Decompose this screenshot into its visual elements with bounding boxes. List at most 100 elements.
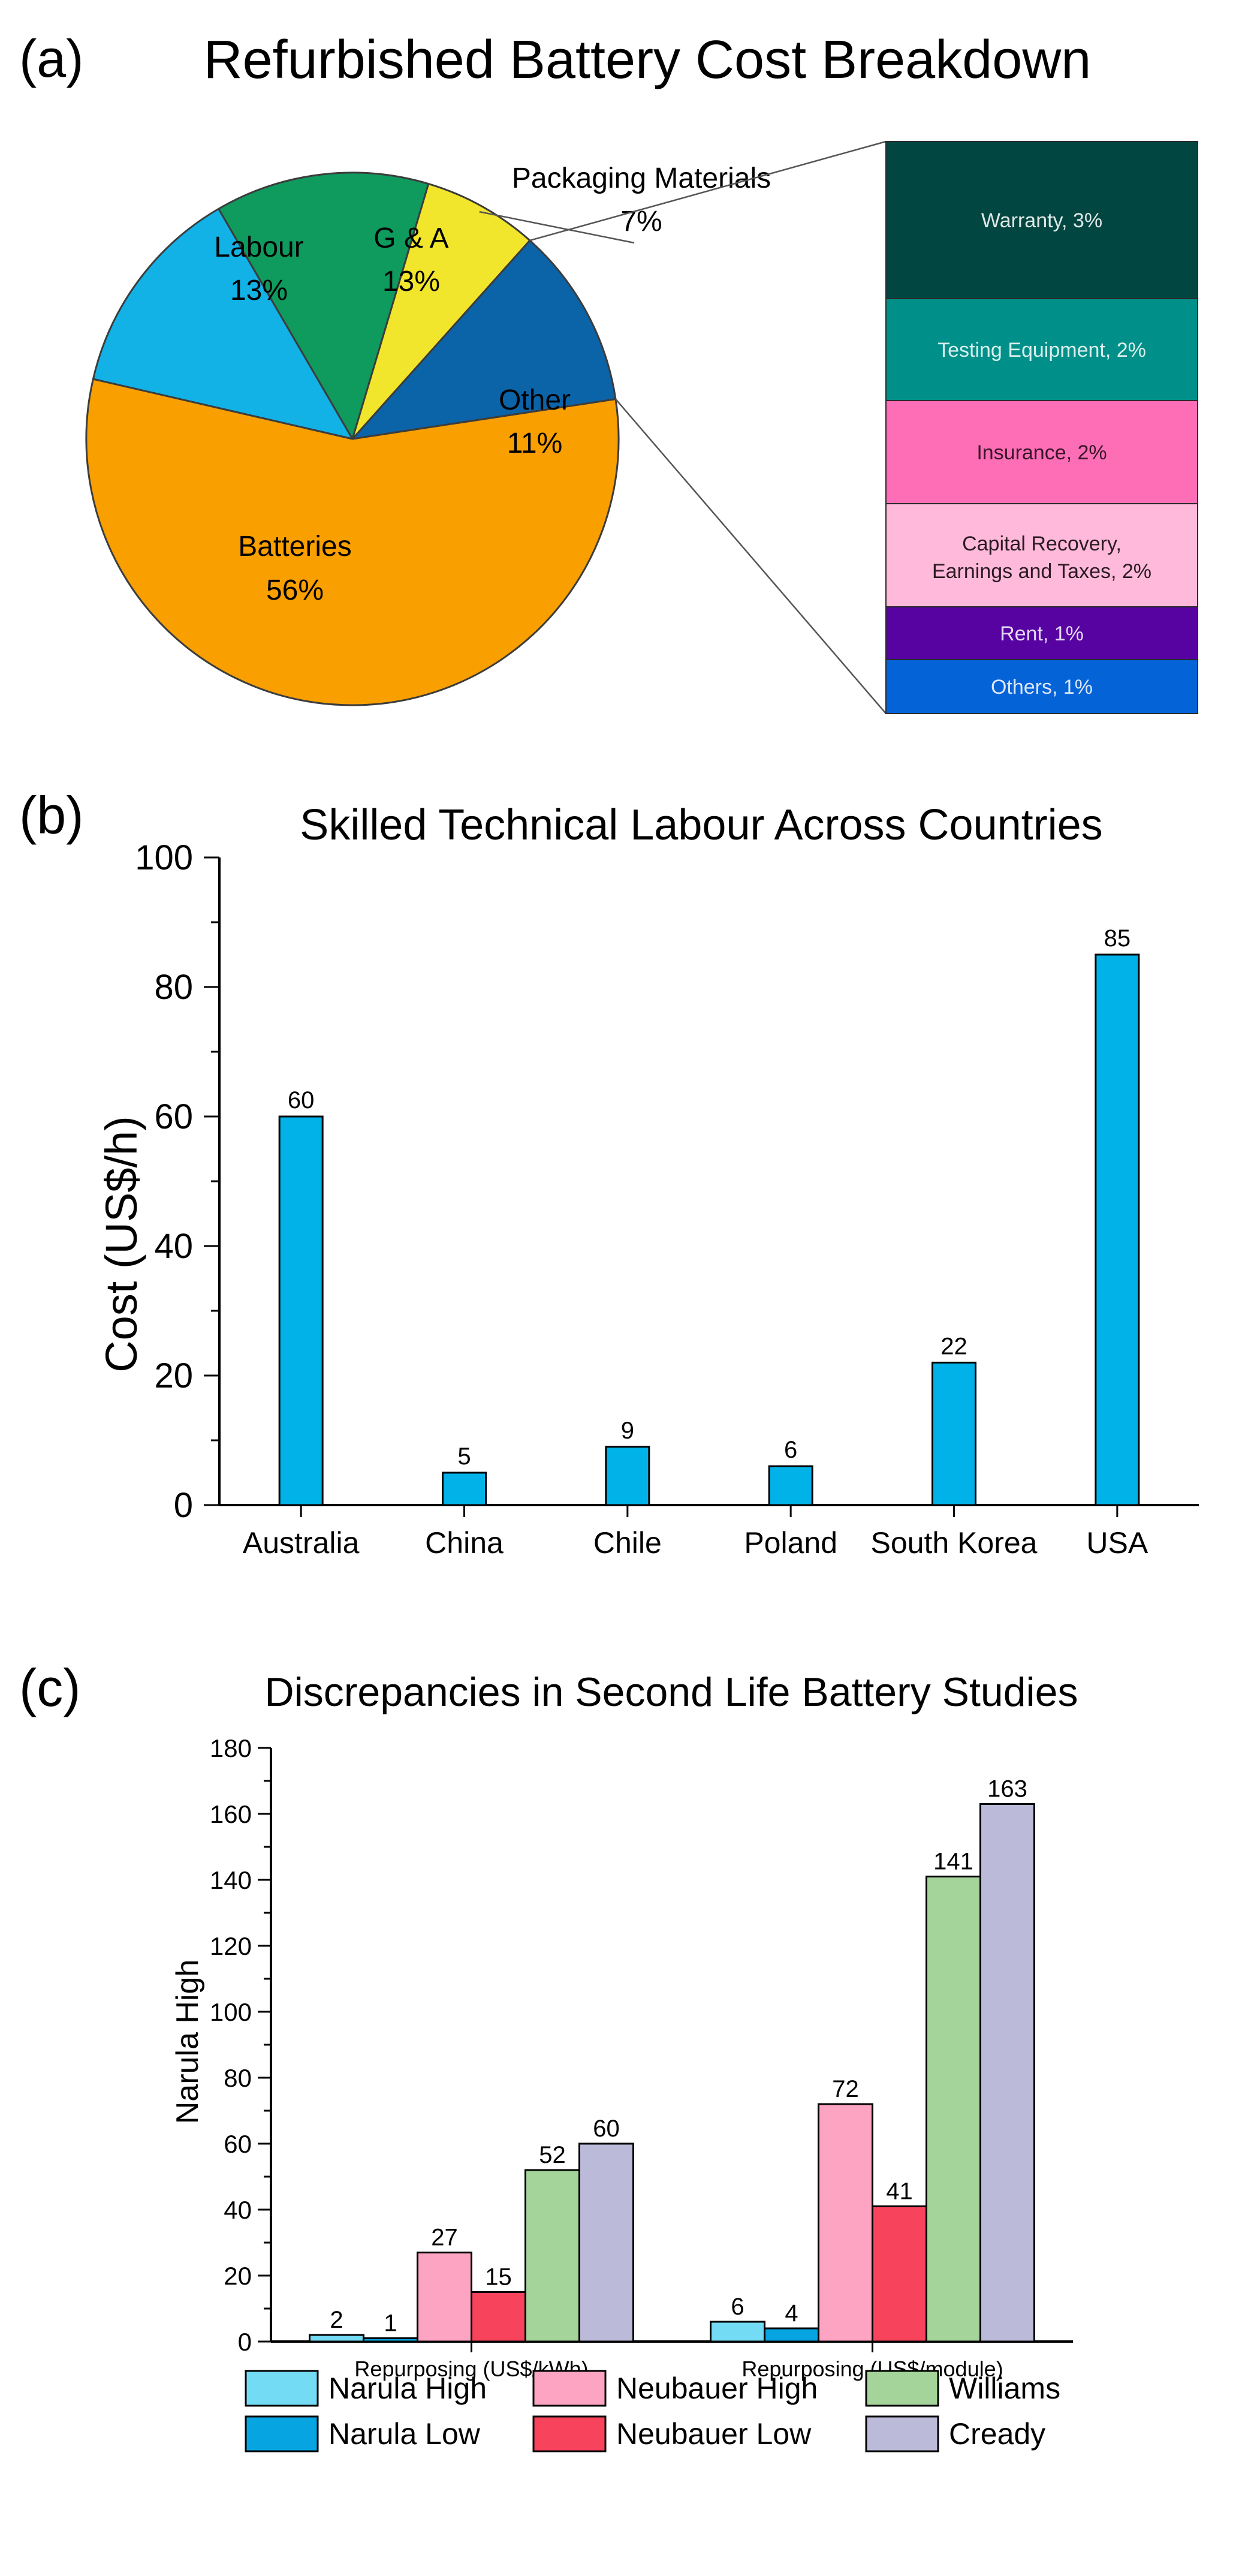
y-tick-label-c: 120 — [210, 1932, 252, 1960]
bar-value-label-williams-repurposing-us-module: 141 — [933, 1849, 973, 1875]
y-tick-label-c: 180 — [210, 1734, 252, 1762]
legend-swatch-cready — [865, 2415, 939, 2452]
panel-label-a: (a) — [19, 29, 84, 88]
pie-label-labour: Labour — [214, 231, 303, 263]
pie-value-labour: 13% — [230, 275, 288, 306]
bar-chile — [605, 1446, 650, 1506]
connector-line-top — [529, 140, 887, 242]
y-tick-label-c: 40 — [224, 2196, 252, 2224]
pie-label-batteries: Batteries — [238, 531, 351, 562]
y-tick-label-c: 0 — [238, 2328, 252, 2356]
bar-neubauer-low-repurposing-us-kwh — [471, 2291, 526, 2343]
panel-c-grouped-bar-chart: (c) Discrepancies in Second Life Battery… — [19, 1658, 1078, 2452]
bar-value-label-narula-high-repurposing-us-module: 6 — [731, 2294, 744, 2320]
panel-a-pie-chart: (a) Refurbished Battery Cost Breakdown L… — [19, 29, 1198, 714]
legend-swatch-narula-low — [245, 2415, 319, 2452]
legend-swatch-williams — [865, 2370, 939, 2407]
y-tick-label-c: 60 — [224, 2130, 252, 2158]
bars-b: 60 5 9 6 22 85 — [278, 925, 1140, 1506]
pie-value-g-a: 13% — [382, 266, 440, 297]
legend-label-cready: Cready — [949, 2417, 1045, 2451]
bar-value-label-south-korea: 22 — [940, 1333, 967, 1359]
bar-value-label-china: 5 — [457, 1443, 471, 1470]
x-tick-label-china: China — [425, 1526, 504, 1560]
bar-value-label-narula-low-repurposing-us-module: 4 — [785, 2300, 798, 2327]
pie-callouts — [479, 210, 635, 244]
legend-swatch-narula-high — [245, 2370, 319, 2407]
bar-williams-repurposing-us-module — [926, 1876, 981, 2343]
x-tick-label-chile: Chile — [593, 1526, 662, 1560]
legend-label-williams: Williams — [949, 2372, 1060, 2405]
bar-narula-low-repurposing-us-kwh — [363, 2337, 418, 2343]
y-tick-label-c: 100 — [210, 1998, 252, 2026]
bar-value-label-neubauer-high-repurposing-us-module: 72 — [832, 2076, 859, 2102]
breakdown-label-capital-recovery-earnings-and-taxes-2: Capital Recovery, Earnings and Taxes, 2% — [932, 532, 1151, 583]
bar-neubauer-high-repurposing-us-module — [818, 2103, 873, 2343]
bars-c: 2 1 27 15 52 60 6 4 72 41 141 163 — [309, 1776, 1035, 2343]
y-axis-label-c: Narula High — [170, 1960, 205, 2124]
chart-title-c: Discrepancies in Second Life Battery Stu… — [265, 1669, 1078, 1715]
bar-neubauer-low-repurposing-us-module — [872, 2205, 927, 2343]
pie-slice-other — [351, 239, 617, 440]
bar-value-label-narula-low-repurposing-us-kwh: 1 — [384, 2310, 397, 2337]
y-tick-label-c: 80 — [224, 2064, 252, 2092]
bar-value-label-narula-high-repurposing-us-kwh: 2 — [330, 2307, 343, 2333]
breakdown-segment-testing-equipment-2 — [885, 298, 1198, 401]
bar-south-korea — [932, 1361, 976, 1506]
y-axis-label-b: Cost (US$/h) — [97, 1116, 146, 1373]
bar-poland — [768, 1465, 813, 1506]
bar-value-label-australia: 60 — [288, 1087, 315, 1114]
pie-slice-g-a — [218, 171, 430, 440]
breakdown-connectors — [529, 140, 887, 714]
bar-value-label-usa: 85 — [1104, 925, 1131, 952]
y-tick-label-c: 160 — [210, 1800, 252, 1828]
panel-label-c: (c) — [19, 1658, 81, 1717]
breakdown-label-rent-1: Rent, 1% — [1000, 622, 1084, 645]
legend-swatch-neubauer-high — [532, 2370, 607, 2407]
legend-c: Narula High Narula Low Neubauer High Neubau… — [245, 2370, 1060, 2452]
y-tick-label-b: 0 — [174, 1486, 193, 1525]
x-tick-label-poland: Poland — [744, 1526, 837, 1560]
pie-slice-batteries — [85, 378, 620, 706]
pie-labels: Labour 13% G & A 13% Packaging Materials 7% Ot… — [214, 162, 771, 606]
bar-value-label-cready-repurposing-us-module: 163 — [987, 1776, 1027, 1802]
breakdown-label-others-1: Others, 1% — [991, 676, 1093, 699]
legend-label-neubauer-high: Neubauer High — [616, 2372, 818, 2405]
bar-cready-repurposing-us-module — [979, 1803, 1035, 2343]
pie-slices — [85, 171, 620, 706]
panel-label-b: (b) — [19, 786, 84, 845]
y-tick-label-b: 20 — [154, 1356, 193, 1395]
breakdown-label-testing-equipment-2: Testing Equipment, 2% — [937, 339, 1146, 362]
y-tick-label-c: 140 — [210, 1866, 252, 1894]
y-tick-label-b: 60 — [154, 1097, 193, 1136]
x-tick-label-south-korea: South Korea — [871, 1526, 1038, 1560]
pie-value-packaging-materials: 7% — [620, 206, 662, 237]
breakdown-label-warranty-3: Warranty, 3% — [981, 209, 1102, 232]
legend-label-narula-high: Narula High — [328, 2372, 487, 2405]
bar-value-label-williams-repurposing-us-kwh: 52 — [539, 2142, 566, 2168]
legend-label-neubauer-low: Neubauer Low — [616, 2417, 812, 2451]
bar-value-label-chile: 9 — [621, 1418, 634, 1444]
legend-label-narula-low: Narula Low — [328, 2417, 481, 2451]
breakdown-label-insurance-2: Insurance, 2% — [976, 441, 1107, 464]
breakdown-segment-others-1 — [885, 659, 1198, 714]
pie-label-other: Other — [499, 384, 571, 416]
bar-value-label-poland: 6 — [784, 1437, 797, 1463]
x-tick-label-australia: Australia — [243, 1526, 360, 1560]
bar-narula-high-repurposing-us-kwh — [309, 2334, 364, 2343]
chart-title-b: Skilled Technical Labour Across Countrie… — [300, 801, 1102, 849]
panel-b-bar-chart: (b) Skilled Technical Labour Across Coun… — [19, 786, 1199, 1560]
pie-slice-packaging-materials — [351, 183, 531, 440]
bar-value-label-cready-repurposing-us-kwh: 60 — [593, 2115, 620, 2142]
bar-neubauer-high-repurposing-us-kwh — [417, 2252, 472, 2343]
pie-slice-labour — [92, 207, 354, 440]
bar-narula-low-repurposing-us-module — [764, 2327, 819, 2343]
bar-value-label-neubauer-low-repurposing-us-kwh: 15 — [485, 2264, 512, 2291]
callout-line-packaging-materials — [479, 210, 635, 244]
pie-value-other: 11% — [507, 428, 563, 459]
y-tick-label-c: 20 — [224, 2262, 252, 2290]
chart-title-a: Refurbished Battery Cost Breakdown — [204, 30, 1092, 90]
pie-value-batteries: 56% — [266, 574, 324, 606]
